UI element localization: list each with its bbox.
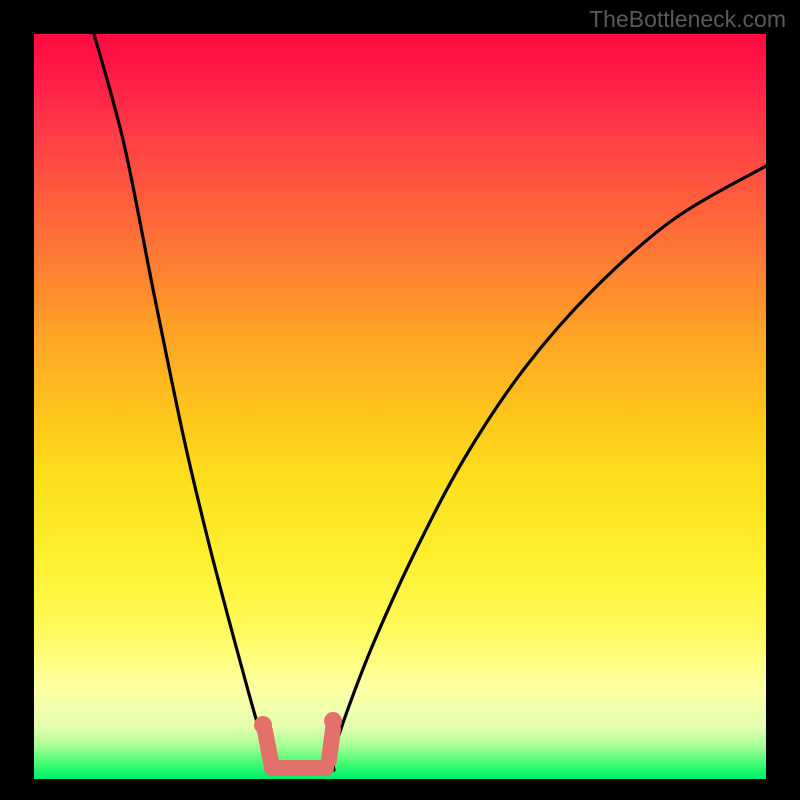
foot-left-dot <box>254 716 272 734</box>
watermark-text: TheBottleneck.com <box>589 6 786 33</box>
foot-marker <box>34 34 766 779</box>
foot-left-stroke <box>265 731 271 762</box>
gradient-panel <box>34 34 766 779</box>
chart-container: TheBottleneck.com <box>0 0 800 800</box>
foot-right-dot <box>324 712 342 730</box>
foot-right-stroke <box>329 729 333 760</box>
